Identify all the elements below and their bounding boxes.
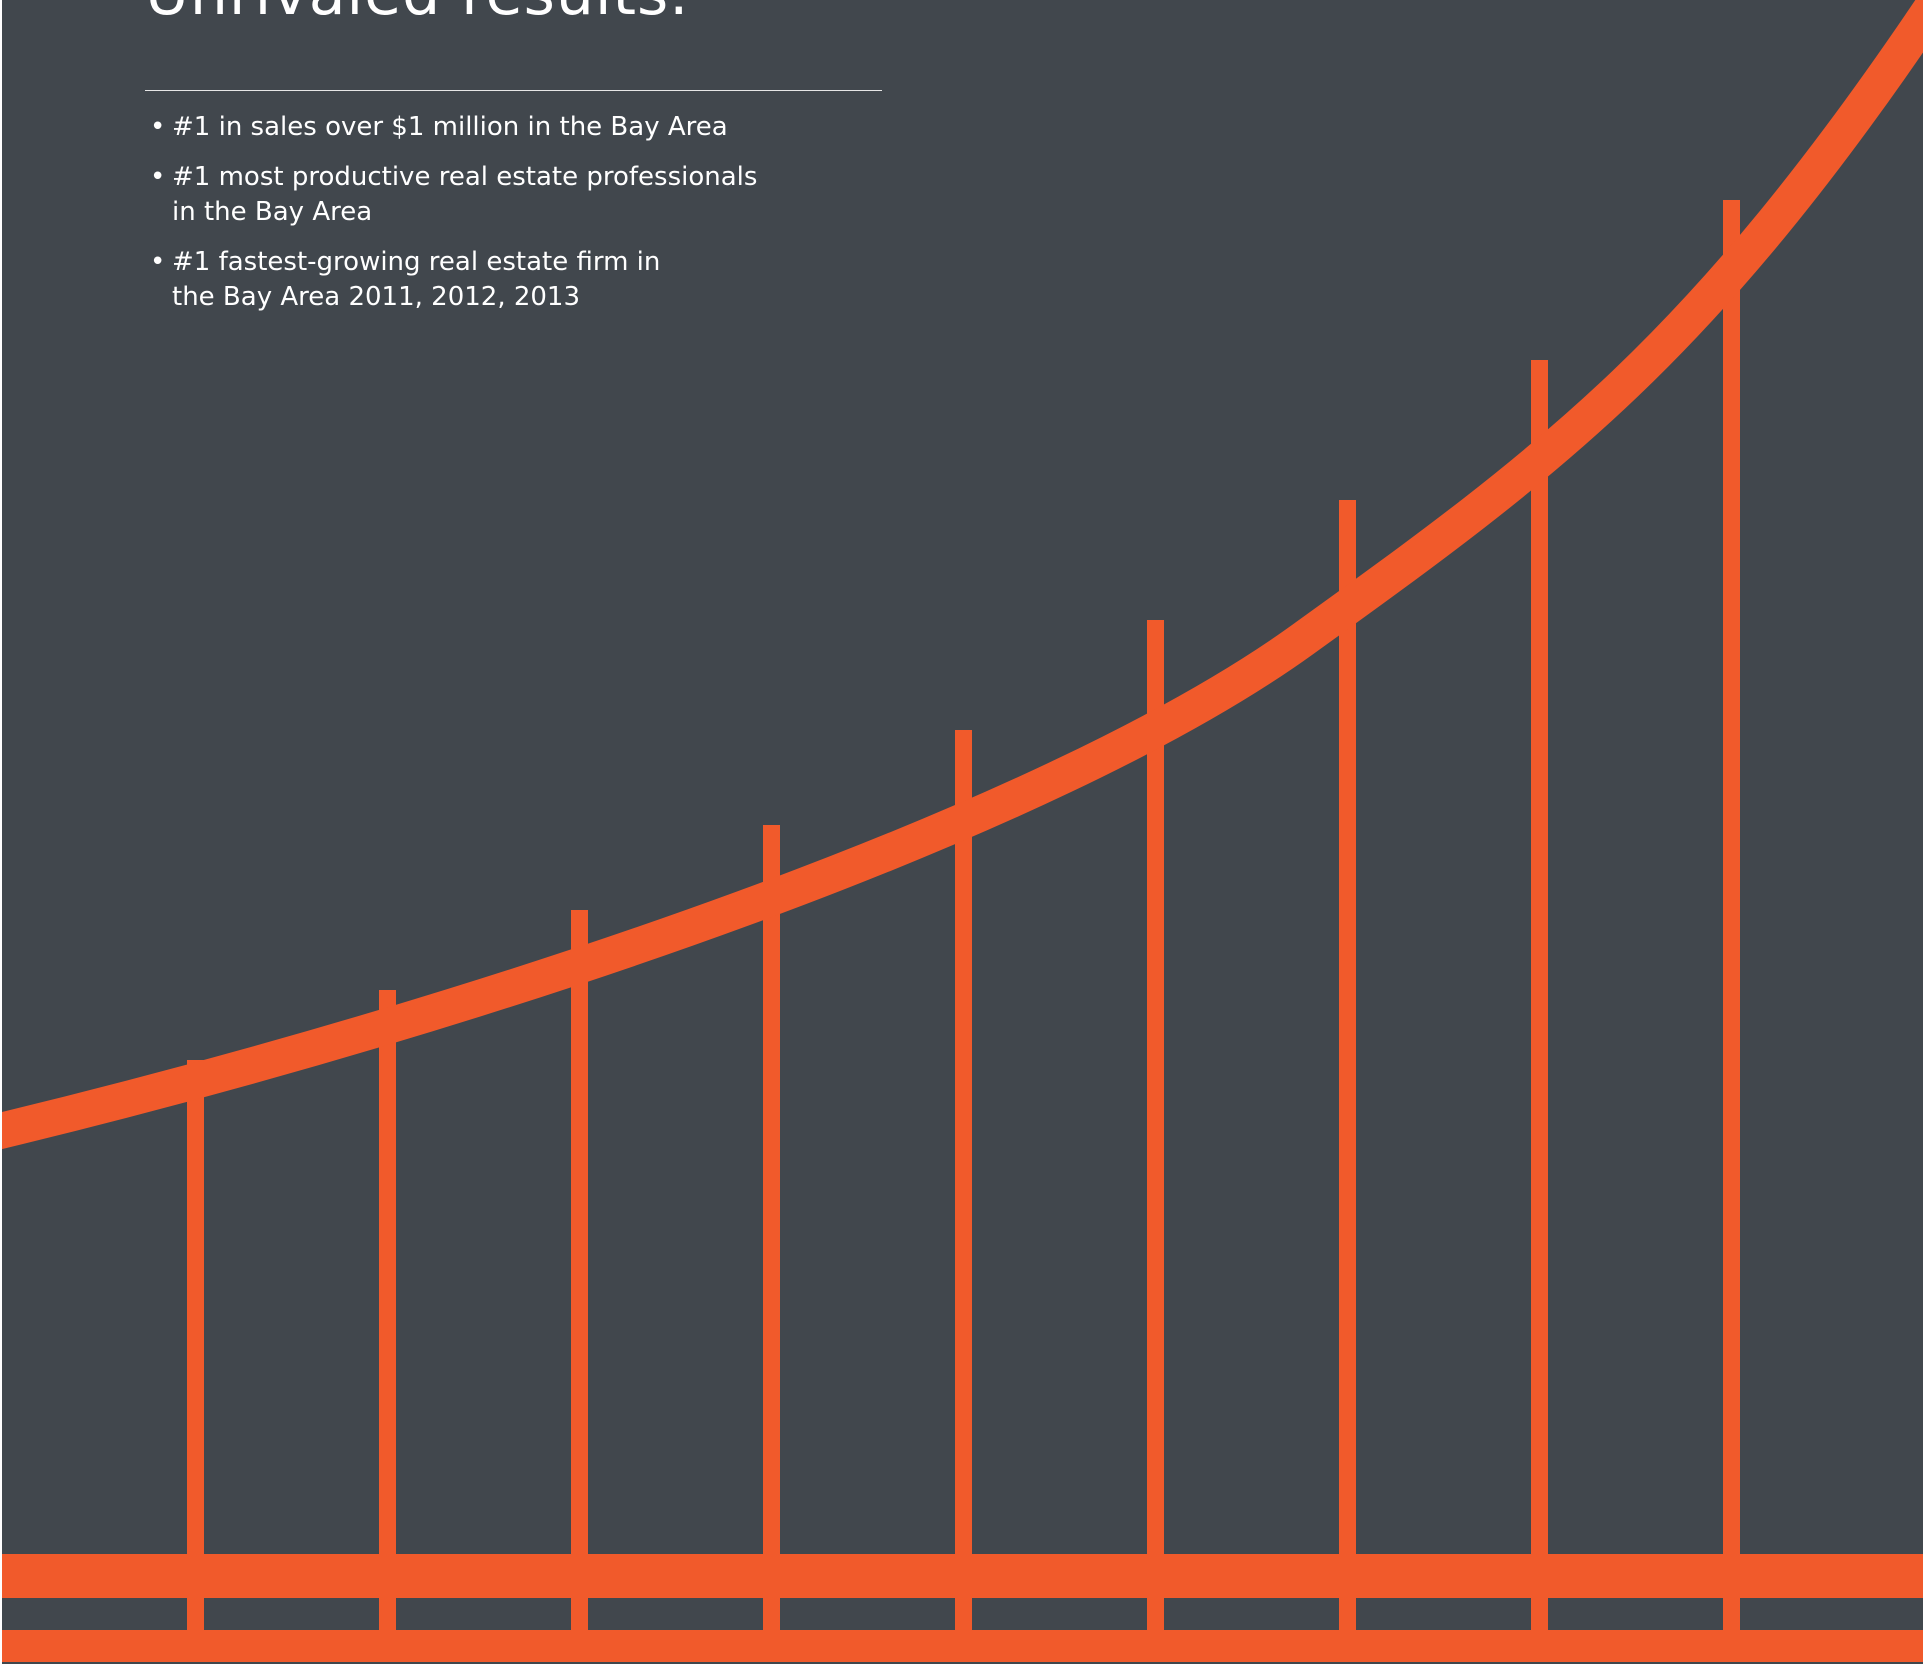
bridge-deck-bottom — [2, 1630, 1923, 1662]
achievements-list: • #1 in sales over $1 million in the Bay… — [150, 110, 850, 330]
bridge-suspender — [571, 910, 588, 1630]
bridge-suspender — [187, 1060, 204, 1630]
bridge-main-cable — [2, 0, 1923, 1150]
achievement-text: #1 most productive real estate professio… — [172, 162, 758, 227]
bridge-suspender — [379, 990, 396, 1630]
achievement-item: • #1 most productive real estate profess… — [150, 160, 850, 230]
bridge-suspender — [1147, 620, 1164, 1630]
bullet-icon: • — [150, 162, 166, 192]
bridge-suspender — [1723, 200, 1740, 1630]
bridge-suspender — [1531, 360, 1548, 1630]
bridge-suspender — [955, 730, 972, 1630]
bridge-deck-top — [2, 1554, 1923, 1598]
achievement-text: #1 in sales over $1 million in the Bay A… — [172, 112, 728, 142]
achievement-item: • #1 fastest-growing real estate firm in… — [150, 245, 850, 315]
bridge-suspender — [1339, 500, 1356, 1630]
bullet-icon: • — [150, 112, 166, 142]
headline: Unrivaled results. — [145, 0, 689, 30]
bridge-suspender — [763, 825, 780, 1630]
bullet-icon: • — [150, 247, 166, 277]
headline-divider — [145, 90, 882, 91]
achievement-item: • #1 in sales over $1 million in the Bay… — [150, 110, 850, 145]
achievement-text: #1 fastest-growing real estate firm in t… — [172, 247, 661, 312]
